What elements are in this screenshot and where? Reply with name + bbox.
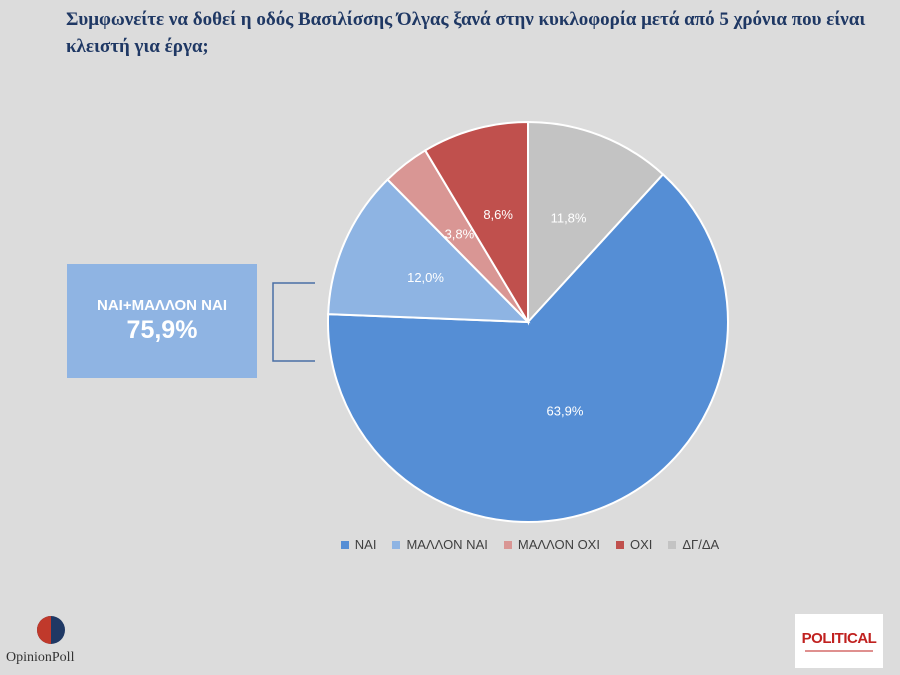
callout-bracket xyxy=(272,282,315,362)
chart-title: Συμφωνείτε να δοθεί η οδός Βασιλίσσης Όλ… xyxy=(66,9,866,57)
legend-label: ΜΑΛΛΟΝ ΟΧΙ xyxy=(517,537,600,552)
data-label-2: 12,0% xyxy=(407,270,444,285)
opinionpoll-logo-icon xyxy=(37,616,65,644)
legend-item-4: ΔΓ/ΔΑ xyxy=(668,537,719,552)
legend-label: ΝΑΙ xyxy=(354,537,377,552)
legend-item-1: ΜΑΛΛΟΝ ΝΑΙ xyxy=(392,537,488,552)
legend-item-2: ΜΑΛΛΟΝ ΟΧΙ xyxy=(503,537,600,552)
legend-item-0: ΝΑΙ xyxy=(340,537,377,552)
legend-swatch xyxy=(503,540,512,549)
callout-value: 75,9% xyxy=(126,316,198,344)
legend-item-3: ΟΧΙ xyxy=(615,537,653,552)
pie-slices xyxy=(327,120,729,523)
data-label-3: 3,8% xyxy=(445,226,475,241)
chart-legend: ΝΑΙ ΜΑΛΛΟΝ ΝΑΙ ΜΑΛΛΟΝ ΟΧΙ ΟΧΙ ΔΓ/ΔΑ xyxy=(0,537,900,552)
pie-slice-0 xyxy=(527,120,665,325)
opinionpoll-logo: OpinionPoll xyxy=(6,616,96,668)
data-labels: 11,8% 63,9% 12,0% 3,8% 8,6% xyxy=(407,207,587,419)
legend-label: ΟΧΙ xyxy=(629,537,653,552)
legend-swatch xyxy=(392,540,401,549)
legend-label: ΜΑΛΛΟΝ ΝΑΙ xyxy=(406,537,488,552)
callout-box: ΝΑΙ+ΜΑΛΛΟΝ ΝΑΙ 75,9% xyxy=(67,264,257,378)
pie-slice-4 xyxy=(423,120,529,326)
pie-chart: 11,8% 63,9% 12,0% 3,8% 8,6% xyxy=(272,120,729,523)
data-label-4: 8,6% xyxy=(483,207,513,222)
data-label-0: 11,8% xyxy=(551,211,587,226)
pie-slice-1 xyxy=(327,172,729,523)
political-logo: POLITICAL xyxy=(795,614,883,668)
political-logo-underline xyxy=(805,650,873,652)
data-label-1: 63,9% xyxy=(547,404,584,419)
legend-swatch xyxy=(340,540,349,549)
pie-slice-2 xyxy=(327,178,531,324)
legend-label: ΔΓ/ΔΑ xyxy=(682,537,720,552)
legend-swatch xyxy=(615,540,624,549)
callout-label: ΝΑΙ+ΜΑΛΛΟΝ ΝΑΙ xyxy=(96,297,228,314)
legend-swatch xyxy=(668,540,677,549)
political-logo-text: POLITICAL xyxy=(801,630,877,647)
opinionpoll-logo-text: OpinionPoll xyxy=(6,650,75,665)
